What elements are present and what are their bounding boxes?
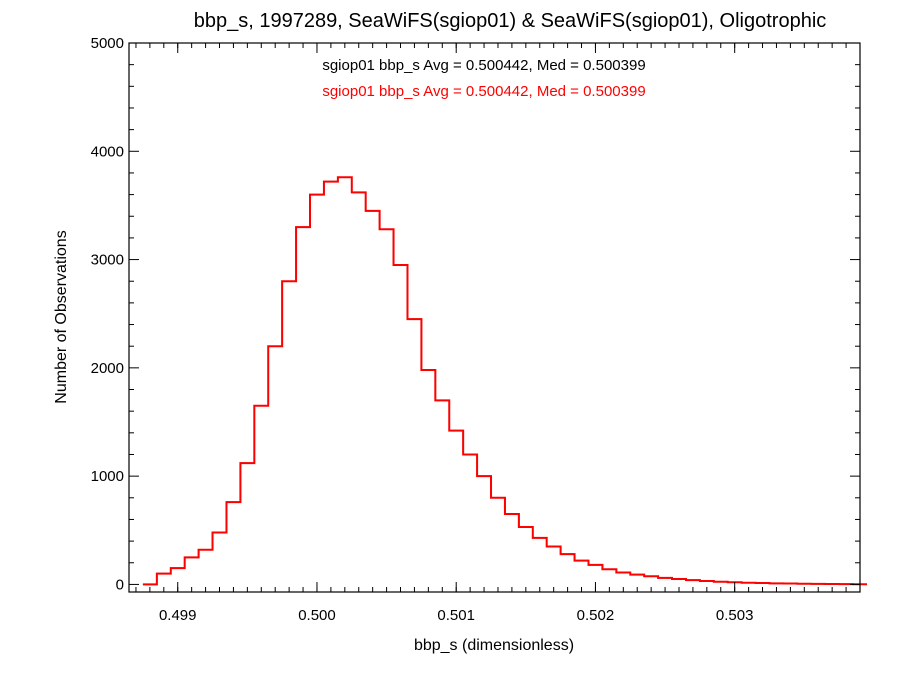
y-axis-label: Number of Observations — [53, 230, 70, 403]
y-tick-label: 4000 — [91, 143, 124, 160]
x-axis-label: bbp_s (dimensionless) — [414, 637, 574, 654]
x-tick-label: 0.503 — [716, 607, 754, 624]
y-tick-label: 1000 — [91, 468, 124, 485]
annotation-red: sgiop01 bbp_s Avg = 0.500442, Med = 0.50… — [322, 83, 645, 100]
y-tick-label: 2000 — [91, 360, 124, 377]
y-tick-label: 5000 — [91, 35, 124, 52]
histogram-series-2 — [142, 176, 867, 586]
y-axis-ticks: 0 1000 2000 3000 4000 5000 — [91, 35, 860, 593]
x-tick-label: 0.501 — [437, 607, 475, 624]
y-tick-label: 0 — [116, 576, 124, 593]
annotation-black: sgiop01 bbp_s Avg = 0.500442, Med = 0.50… — [322, 57, 645, 74]
plot-frame — [128, 42, 861, 593]
x-axis-ticks: 0.499 0.500 0.501 0.502 0.503 — [135, 43, 861, 624]
x-tick-label: 0.499 — [159, 607, 197, 624]
y-tick-label: 3000 — [91, 252, 124, 269]
chart-title: bbp_s, 1997289, SeaWiFS(sgiop01) & SeaWi… — [194, 10, 827, 32]
x-tick-label: 0.500 — [298, 607, 336, 624]
x-tick-label: 0.502 — [577, 607, 615, 624]
series-layer — [142, 176, 867, 586]
